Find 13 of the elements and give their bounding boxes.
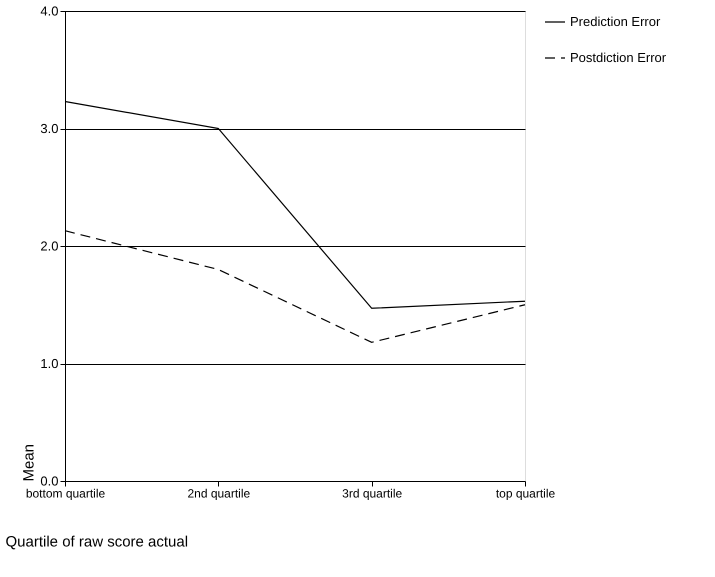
y-tick-label: 0.0: [40, 474, 58, 488]
x-tick-label: top quartile: [496, 486, 556, 500]
y-tick-label: 4.0: [40, 4, 58, 18]
y-axis-title: Mean: [20, 444, 38, 482]
x-axis-title: Quartile of raw score actual: [6, 534, 188, 550]
x-tick-label: bottom quartile: [26, 486, 106, 500]
y-tick-label: 1.0: [40, 356, 58, 371]
legend-label: Postdiction Error: [570, 50, 667, 65]
legend-label: Prediction Error: [570, 14, 661, 29]
x-tick-label: 2nd quartile: [187, 486, 251, 500]
x-tick-label: 3rd quartile: [342, 486, 403, 500]
y-tick-label: 2.0: [40, 238, 58, 254]
y-tick-label: 3.0: [40, 121, 58, 136]
